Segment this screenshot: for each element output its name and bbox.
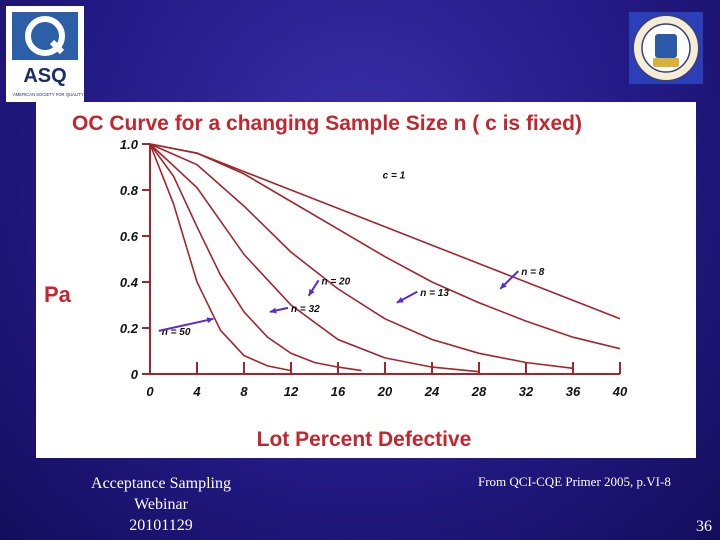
curve-n-8 — [149, 143, 621, 350]
label-arrow — [158, 317, 214, 332]
caption-line-1: Acceptance Sampling — [91, 475, 231, 492]
y-tick-label: 1.0 — [120, 137, 139, 152]
x-tick-label: 28 — [471, 384, 487, 399]
x-tick-label: 12 — [284, 384, 299, 399]
asq-logo: ASQ AMERICAN SOCIETY FOR QUALITY — [6, 6, 84, 102]
curve-n-13 — [149, 143, 574, 370]
curve-label: n = 20 — [322, 276, 351, 287]
caption-line-3: 20101129 — [129, 517, 193, 534]
y-tick-label: 0.2 — [120, 321, 139, 336]
label-arrowhead — [308, 288, 315, 296]
x-tick-label: 4 — [192, 384, 201, 399]
oc-curve-chart: OC Curve for a changing Sample Size n ( … — [44, 112, 628, 451]
x-tick-label: 24 — [424, 384, 440, 399]
curve-c-1 — [149, 143, 621, 320]
curve-label: c = 1 — [383, 171, 406, 182]
curve-n-32 — [149, 143, 362, 372]
y-axis-label: Pa — [44, 282, 72, 307]
curve-label: n = 32 — [291, 304, 320, 315]
curve-label: n = 8 — [521, 267, 545, 278]
label-arrowhead — [500, 282, 507, 289]
y-tick-label: 0.4 — [120, 275, 139, 290]
x-tick-label: 40 — [612, 384, 628, 399]
curve-label: n = 13 — [420, 288, 449, 299]
society-seal-logo — [629, 12, 703, 84]
slide-number: 36 — [696, 518, 712, 535]
asq-logo-subtext: AMERICAN SOCIETY FOR QUALITY — [13, 92, 84, 97]
y-tick-label: 0.6 — [120, 229, 139, 244]
tick-labels: 0 4 8 12 16 20 24 28 32 36 40 0 0.2 0.4 0.6 0.8 1.0 — [120, 137, 628, 399]
asq-logo-text: ASQ — [23, 65, 66, 87]
source-note: From QCI-CQE Primer 2005, p.VI-8 — [478, 474, 671, 489]
curve-n-50 — [149, 143, 292, 372]
y-tick-label: 0.8 — [120, 183, 139, 198]
chart-panel: OC Curve for a changing Sample Size n ( … — [36, 102, 696, 458]
x-tick-label: 32 — [519, 384, 534, 399]
curves — [149, 143, 621, 373]
caption-line-2: Webinar — [134, 496, 188, 513]
label-arrowhead — [206, 317, 214, 324]
y-tick-label: 0 — [131, 367, 139, 382]
label-arrowhead — [269, 307, 277, 314]
x-tick-label: 0 — [146, 384, 154, 399]
webinar-caption: Acceptance Sampling Webinar 20101129 — [66, 473, 256, 536]
chart-title: OC Curve for a changing Sample Size n ( … — [72, 112, 582, 135]
x-tick-label: 20 — [377, 384, 393, 399]
curve-labels: n = 50 n = 32 n = 20 n = 13 n = 8 c = 1 — [158, 171, 545, 338]
curve-n-20 — [149, 143, 480, 373]
curve-label: n = 50 — [162, 327, 191, 338]
label-arrowhead — [396, 297, 404, 303]
x-axis-label: Lot Percent Defective — [257, 428, 472, 451]
x-tick-label: 8 — [240, 384, 248, 399]
x-tick-label: 16 — [331, 384, 346, 399]
x-tick-label: 36 — [566, 384, 581, 399]
